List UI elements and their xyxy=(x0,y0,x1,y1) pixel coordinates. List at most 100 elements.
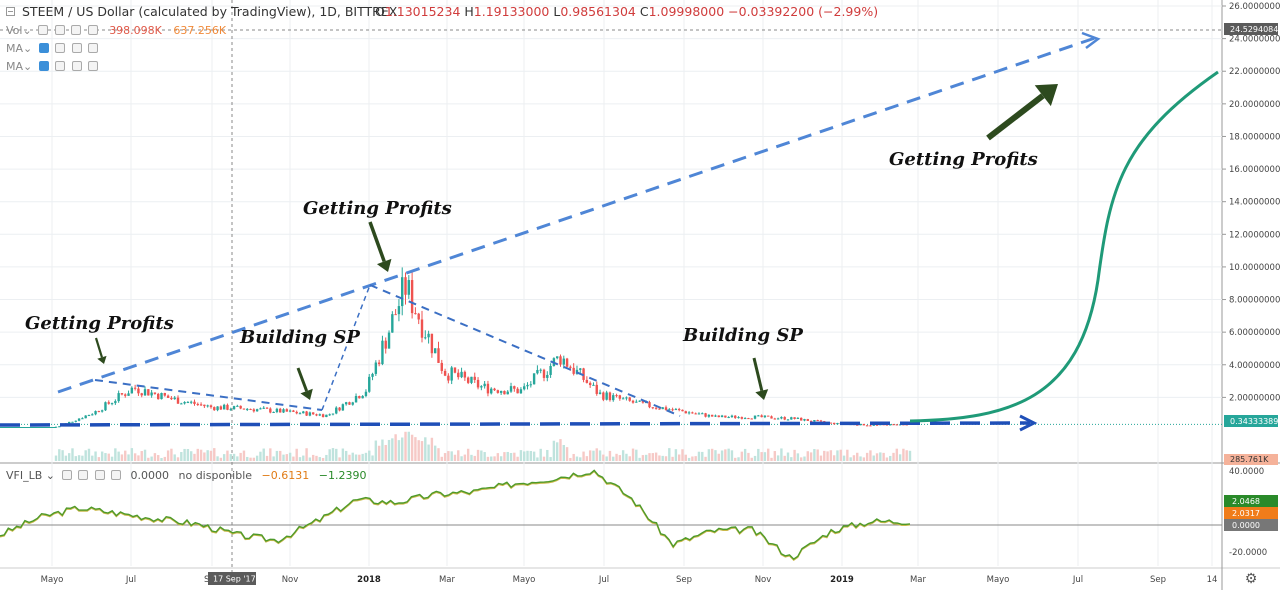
descending-line-1 xyxy=(94,379,323,411)
x-tick-label: Mar xyxy=(439,575,456,585)
volume-bar xyxy=(519,450,523,461)
candle-body xyxy=(249,408,252,410)
ma1-indicator-row[interactable]: MA⌄ xyxy=(6,42,99,55)
candle-body xyxy=(747,418,750,420)
volume-bar xyxy=(582,451,585,461)
settings-icon[interactable] xyxy=(55,43,66,53)
y-tick-label: 20.00000000 xyxy=(1229,100,1280,110)
candle-body xyxy=(71,421,74,423)
candle-body xyxy=(199,404,203,406)
eye-icon[interactable] xyxy=(38,43,49,53)
chevron-down-icon[interactable]: ⌄ xyxy=(22,24,32,37)
settings-icon[interactable] xyxy=(54,25,65,35)
volume-bar xyxy=(506,451,509,461)
volume-bar xyxy=(404,431,407,461)
volume-bar xyxy=(417,440,420,461)
settings-icon[interactable] xyxy=(55,61,66,71)
add-icon[interactable] xyxy=(71,43,82,53)
candle-body xyxy=(493,388,496,391)
volume-bar xyxy=(282,454,285,461)
candle-body xyxy=(424,337,427,339)
volume-bar xyxy=(117,451,120,461)
volume-bar xyxy=(526,450,529,461)
candle-body xyxy=(582,368,585,380)
gear-icon[interactable]: ⚙ xyxy=(1244,571,1258,587)
chevron-down-icon[interactable]: ⌄ xyxy=(23,60,33,73)
volume-value-2: 637.256K xyxy=(173,24,227,37)
candle-body xyxy=(641,400,645,403)
volume-bar xyxy=(298,457,302,461)
candle-body xyxy=(219,406,223,410)
candle-body xyxy=(549,365,552,375)
volume-bar xyxy=(724,449,727,461)
volume-bar xyxy=(302,455,305,461)
candle-body xyxy=(473,376,476,380)
volume-bar xyxy=(311,454,315,461)
volume-bar xyxy=(753,455,757,461)
candle-body xyxy=(602,392,605,400)
add-icon[interactable] xyxy=(71,61,82,71)
add-icon[interactable] xyxy=(94,470,105,480)
close-icon[interactable] xyxy=(87,25,98,35)
ma2-indicator-row[interactable]: MA⌄ xyxy=(6,60,99,73)
volume-bar xyxy=(677,454,681,461)
candle-body xyxy=(265,407,269,409)
close-icon[interactable] xyxy=(88,61,99,71)
volume-bar xyxy=(272,456,275,461)
crosshair-price-tag-bg xyxy=(1224,23,1278,35)
x-tick-label: Mayo xyxy=(513,575,536,585)
candle-body xyxy=(681,409,684,412)
add-icon[interactable] xyxy=(71,25,82,35)
rising-trendline xyxy=(57,36,1096,394)
candle-body xyxy=(137,388,140,394)
chevron-down-icon[interactable]: ⌄ xyxy=(23,42,33,55)
time-axis[interactable]: Mayo Jul Sep Nov 2018 Mar Mayo Jul Sep Nov 2019 Mar… xyxy=(41,575,1218,585)
candle-body xyxy=(780,417,783,419)
candle-body xyxy=(196,403,199,405)
volume-bar xyxy=(889,455,892,461)
symbol-title[interactable]: STEEM / US Dollar (calculated by Trading… xyxy=(22,4,398,19)
candle-body xyxy=(750,418,753,420)
close-icon[interactable] xyxy=(88,43,99,53)
volume-bar xyxy=(275,450,279,461)
volume-bar xyxy=(503,452,506,461)
volume-bar xyxy=(371,455,374,461)
volume-bar xyxy=(674,449,678,461)
close-icon[interactable] xyxy=(111,470,121,480)
volume-bar xyxy=(447,451,450,461)
y-tick-label: 14.00000000 xyxy=(1229,198,1280,208)
price-axis[interactable]: 26.00000000 24.00000000 22.00000000 20.0000… xyxy=(1222,2,1280,558)
volume-bar xyxy=(377,445,381,461)
candle-body xyxy=(325,414,328,418)
candle-body xyxy=(259,408,262,410)
y-tick-label: 6.00000000 xyxy=(1229,328,1280,338)
volume-bar xyxy=(615,453,618,461)
volume-bar xyxy=(767,448,770,461)
candle-body xyxy=(453,367,457,373)
volume-indicator-row[interactable]: Vol⌄ 398.098K 637.256K xyxy=(6,24,226,37)
volume-bar xyxy=(58,449,61,461)
candle-body xyxy=(282,409,285,413)
low-value: 0.98561304 xyxy=(560,4,636,19)
descending-line-2 xyxy=(369,284,681,417)
eye-icon[interactable] xyxy=(38,61,49,71)
eye-icon[interactable] xyxy=(38,25,49,35)
volume-bar xyxy=(658,455,661,461)
settings-icon[interactable] xyxy=(78,470,88,480)
volume-bar xyxy=(216,456,219,461)
volume-bar xyxy=(358,454,361,461)
eye-icon[interactable] xyxy=(61,470,72,480)
vfi-header[interactable]: VFI_LB ⌄ 0.0000 no disponible −0.6131 −1… xyxy=(6,469,366,482)
candle-body xyxy=(661,407,664,410)
candle-body xyxy=(895,424,899,426)
candle-body xyxy=(348,402,351,405)
candle-body xyxy=(523,386,526,390)
close-value: 1.09998000 xyxy=(648,4,725,19)
candle-body xyxy=(391,314,394,333)
candle-body xyxy=(532,373,536,385)
volume-bar xyxy=(222,454,226,461)
collapse-icon[interactable] xyxy=(6,7,15,16)
chevron-down-icon[interactable]: ⌄ xyxy=(42,469,59,482)
